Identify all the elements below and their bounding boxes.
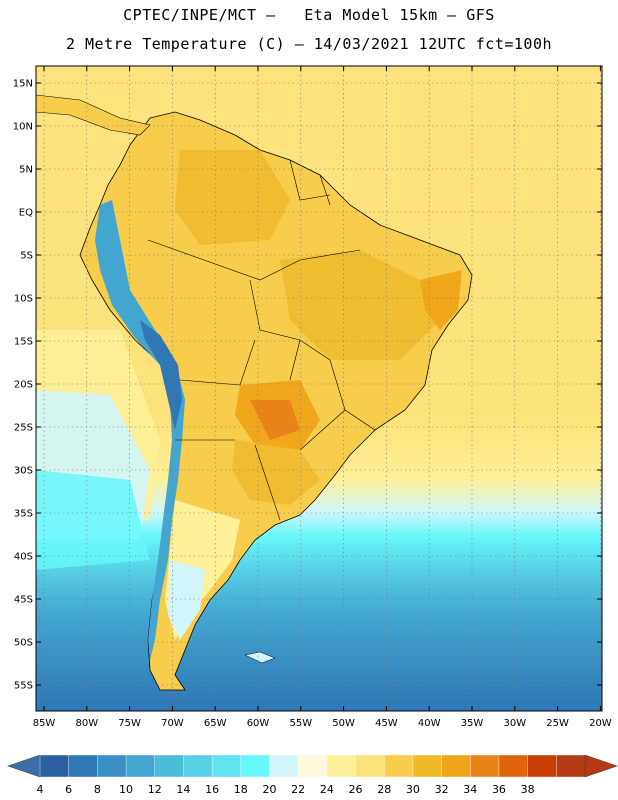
colorbar-swatch — [498, 754, 529, 778]
colorbar-swatch — [39, 754, 70, 778]
colorbar-label: 4 — [37, 783, 44, 796]
colorbar-swatch — [183, 754, 213, 778]
colorbar-swatch — [68, 754, 98, 778]
lon-tick-label: 30W — [503, 718, 526, 729]
lat-tick-label: 45S — [14, 595, 33, 606]
lat-tick-label: 5S — [20, 251, 33, 262]
colorbar-swatch — [527, 754, 557, 778]
colorbar-label: 28 — [377, 783, 391, 796]
lon-tick-label: 55W — [289, 718, 312, 729]
colorbar-label: 32 — [435, 783, 449, 796]
country-borders — [147, 159, 376, 521]
colorbar-label: 14 — [176, 783, 190, 796]
pampa-warm-zone — [232, 440, 320, 505]
colorbar-swatch — [556, 754, 586, 778]
colorbar-swatch — [384, 754, 414, 778]
lon-tick-label: 25W — [546, 718, 569, 729]
colorbar-swatch — [297, 754, 328, 778]
map-frame — [35, 65, 603, 712]
lon-tick-label: 40W — [418, 718, 441, 729]
lat-tick-label: 25S — [14, 423, 33, 434]
lat-tick-label: 15N — [13, 79, 33, 90]
colorbar-swatch — [441, 754, 471, 778]
colorbar-swatch — [355, 754, 385, 778]
lat-tick-label: 10N — [13, 122, 33, 133]
falkland-islands — [244, 651, 276, 664]
colorbar-swatch — [412, 754, 443, 778]
lon-tick-label: 20W — [589, 718, 612, 729]
colorbar-label: 8 — [94, 783, 101, 796]
lat-tick-label: 40S — [14, 552, 33, 563]
lat-tick-label: EQ — [19, 208, 33, 219]
northern-warm-zone — [175, 150, 290, 245]
andes-altiplano-coldest — [140, 320, 182, 430]
lat-tick-label: 10S — [14, 294, 33, 305]
lon-tick-label: 75W — [118, 718, 141, 729]
colorbar-swatch — [470, 754, 500, 778]
central-america-land — [36, 94, 151, 136]
colorbar-swatch — [269, 754, 299, 778]
colorbar-label: 16 — [205, 783, 219, 796]
lon-tick-label: 35W — [461, 718, 484, 729]
lat-tick-label: 5N — [19, 165, 33, 176]
colorbar-low-arrow — [7, 754, 41, 778]
colorbar-high-arrow — [584, 754, 618, 778]
andes-cold-strip — [95, 200, 185, 660]
lon-tick-label: 45W — [375, 718, 398, 729]
lon-tick-label: 50W — [332, 718, 355, 729]
lon-tick-label: 80W — [75, 718, 98, 729]
lat-tick-label: 15S — [14, 337, 33, 348]
latitude-axis: 15N 10N 5N EQ 5S 10S 15S 20S 25S 30S 35S 40S 45S 50S 5… — [13, 79, 602, 692]
lon-tick-label: 70W — [161, 718, 184, 729]
chart-title-line-1: CPTEC/INPE/MCT – Eta Model 15km – GFS — [123, 6, 495, 24]
colorbar-label: 22 — [291, 783, 305, 796]
lat-tick-label: 55S — [14, 681, 33, 692]
patagonia-cool-zone — [168, 560, 205, 640]
colorbar-swatch — [240, 754, 270, 778]
chart-title-line-2: 2 Metre Temperature (C) – 14/03/2021 12U… — [65, 35, 553, 53]
central-brazil-warm-zone — [280, 250, 440, 360]
lon-tick-label: 85W — [33, 718, 56, 729]
lat-tick-label: 50S — [14, 638, 33, 649]
colorbar-swatch — [211, 754, 242, 778]
colorbar-label: 38 — [521, 783, 535, 796]
pacific-cool-band — [36, 470, 150, 570]
colorbar-label: 24 — [320, 783, 334, 796]
lon-tick-label: 65W — [204, 718, 227, 729]
colorbar-label: 12 — [148, 783, 162, 796]
colorbar-label: 34 — [463, 783, 477, 796]
colorbar-swatch — [326, 754, 357, 778]
chaco-hottest-core — [250, 400, 300, 440]
colorbar-label: 6 — [65, 783, 72, 796]
colorbar-label: 18 — [234, 783, 248, 796]
colorbar-label: 30 — [406, 783, 420, 796]
colorbar-swatch — [125, 754, 156, 778]
colorbar-swatch — [154, 754, 184, 778]
colorbar-label: 10 — [119, 783, 133, 796]
colorbar: 4 6 8 10 12 14 16 18 20 22 24 26 28 30 32 34 36 38 — [7, 754, 618, 796]
lat-tick-label: 35S — [14, 509, 33, 520]
northeast-hot-zone — [420, 270, 462, 330]
colorbar-label: 26 — [349, 783, 363, 796]
lon-tick-label: 60W — [247, 718, 270, 729]
colorbar-label: 20 — [262, 783, 276, 796]
longitude-axis: 85W 80W 75W 70W 65W 60W 55W 50W 45W 40W 35W 30W 25W 2… — [33, 66, 612, 729]
colorbar-label: 36 — [492, 783, 506, 796]
lat-tick-label: 30S — [14, 466, 33, 477]
lat-tick-label: 20S — [14, 380, 33, 391]
colorbar-swatch — [97, 754, 127, 778]
